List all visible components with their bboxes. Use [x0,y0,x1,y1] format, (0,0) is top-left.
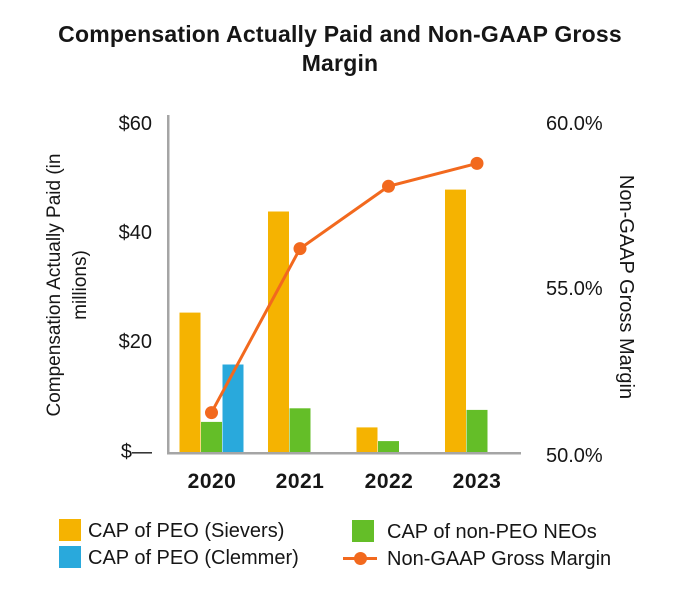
legend-swatch-neos [352,520,374,542]
margin-point-2023 [470,156,484,170]
left-axis-tick-0: $— [120,441,152,463]
margin-line [210,161,478,414]
legend-dot-icon [354,552,367,565]
x-axis-label-2021: 2021 [275,470,325,493]
bar-neos-2022 [378,441,399,452]
bar-sievers-2020 [179,312,201,452]
bar-sievers-2021 [268,211,289,452]
right-axis-tick-60: 60.0% [546,113,603,135]
bar-sievers-2023 [445,189,466,452]
legend-swatch-margin-line [343,547,377,569]
chart-title: Compensation Actually Paid and Non-GAAP … [58,21,622,76]
bar-sievers-2022 [356,427,378,452]
bar-clemmer-2020 [222,364,244,452]
margin-point-2021 [293,242,307,256]
legend-label-clemmer: CAP of PEO (Clemmer) [88,547,299,569]
right-axis-title: Non-GAAP Gross Margin [615,174,637,400]
legend-swatch-clemmer [59,546,81,568]
left-axis-tick-60: $60 [118,113,152,135]
x-axis-label-2023: 2023 [452,470,502,493]
left-axis-tick-20: $20 [118,331,152,353]
y-axis-line [167,115,170,455]
left-axis-title: Compensation Actually Paid (in millions) [44,153,91,417]
bar-neos-2020 [201,421,222,452]
margin-point-2022 [382,179,395,193]
right-axis-tick-50: 50.0% [546,445,603,467]
legend-label-sievers: CAP of PEO (Sievers) [88,520,285,542]
legend-swatch-sievers [59,519,81,541]
x-axis-label-2020: 2020 [187,470,237,493]
x-axis-line [167,452,521,455]
left-axis-tick-40: $40 [118,222,152,244]
bar-neos-2023 [466,409,488,452]
legend-label-margin: Non-GAAP Gross Margin [387,548,612,570]
bar-neos-2021 [289,408,311,452]
margin-point-2020 [205,406,218,420]
x-axis-label-2022: 2022 [364,470,414,493]
right-axis-tick-55: 55.0% [546,278,603,300]
legend-label-neos: CAP of non-PEO NEOs [387,521,597,543]
